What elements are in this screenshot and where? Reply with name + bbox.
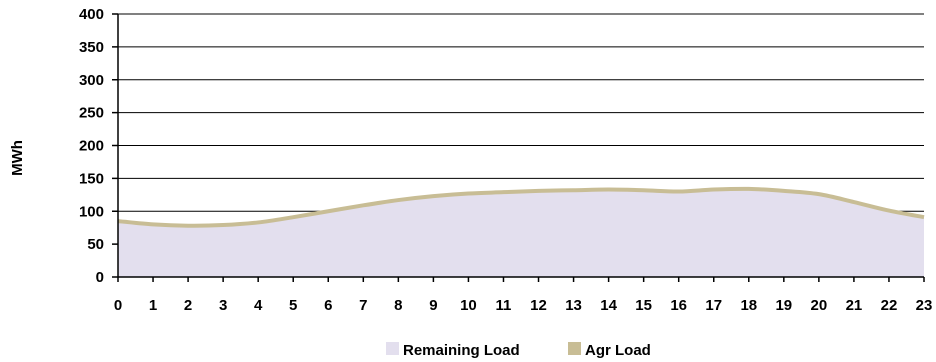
- x-tick-label-20: 20: [811, 297, 828, 314]
- legend-swatch-remaining-load: [386, 342, 399, 355]
- legend-label-remaining-load: Remaining Load: [403, 342, 520, 359]
- y-tick-label-300: 300: [79, 72, 104, 89]
- x-tick-label-7: 7: [359, 297, 367, 314]
- y-axis-title: MWh: [9, 140, 26, 176]
- x-tick-label-4: 4: [254, 297, 263, 314]
- x-tick-label-0: 0: [114, 297, 122, 314]
- line-agr-load: [117, 186, 925, 228]
- plot-area: [117, 186, 925, 277]
- y-tick-label-50: 50: [87, 236, 104, 253]
- y-tick-label-100: 100: [79, 203, 104, 220]
- x-tick-label-1: 1: [149, 297, 157, 314]
- x-tick-labels: 0 1 2 3 4 5 6 7 8 9 10 11 12 13 14 15 16 17 18 19 20 21 22 23: [114, 297, 933, 314]
- x-tick-label-18: 18: [740, 297, 757, 314]
- x-tick-label-23: 23: [916, 297, 933, 314]
- x-tick-label-15: 15: [635, 297, 652, 314]
- legend-swatch-agr-load: [568, 342, 581, 355]
- x-tick-label-13: 13: [565, 297, 582, 314]
- x-tick-label-10: 10: [460, 297, 477, 314]
- x-tick-label-5: 5: [289, 297, 297, 314]
- x-tick-label-12: 12: [530, 297, 547, 314]
- x-tick-label-16: 16: [670, 297, 687, 314]
- x-tick-label-6: 6: [324, 297, 332, 314]
- y-tick-label-0: 0: [96, 269, 104, 286]
- x-tick-label-22: 22: [881, 297, 898, 314]
- x-tick-label-8: 8: [394, 297, 402, 314]
- x-tick-label-11: 11: [496, 297, 512, 314]
- axes: [117, 14, 924, 278]
- y-tick-label-250: 250: [79, 105, 104, 122]
- y-tick-label-400: 400: [79, 6, 104, 23]
- x-tick-label-19: 19: [775, 297, 792, 314]
- x-tick-label-9: 9: [429, 297, 437, 314]
- x-tick-label-2: 2: [184, 297, 192, 314]
- y-tick-label-350: 350: [79, 39, 104, 56]
- x-tick-label-17: 17: [705, 297, 722, 314]
- x-tick-label-21: 21: [846, 297, 863, 314]
- legend-label-agr-load: Agr Load: [585, 342, 651, 359]
- x-tick-label-14: 14: [600, 297, 617, 314]
- y-tick-labels: 0 50 100 150 200 250 300 350 400: [79, 6, 104, 286]
- y-tick-label-150: 150: [79, 170, 104, 187]
- x-tick-label-3: 3: [219, 297, 227, 314]
- area-remaining-load: [118, 188, 924, 277]
- y-tick-label-200: 200: [79, 138, 104, 155]
- legend: Remaining Load Agr Load: [386, 342, 651, 359]
